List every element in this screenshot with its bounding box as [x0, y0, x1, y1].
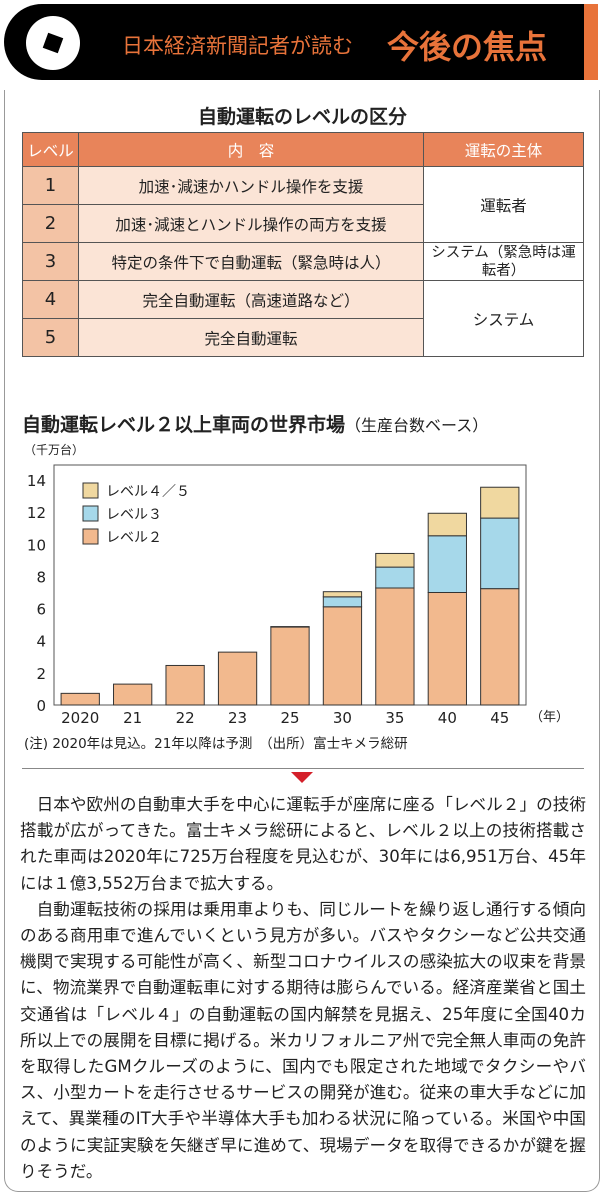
bar-レベル２: [60, 692, 100, 706]
legend-swatch: [82, 505, 99, 522]
down-triangle-icon: [291, 772, 313, 783]
bar-レベル４／５: [427, 512, 467, 537]
bar-レベル２: [322, 606, 363, 706]
header-content: 内 容: [78, 132, 424, 167]
x-tick-label: 30: [333, 709, 352, 727]
content-cell: 完全自動運転: [78, 318, 424, 357]
bar-レベル４／５: [375, 552, 415, 568]
level-cell: 4: [22, 280, 79, 319]
y-tick-label: 2: [36, 665, 46, 683]
bar-レベル３: [375, 566, 415, 589]
bar-レベル２: [270, 626, 310, 706]
bar-レベル２: [480, 588, 520, 706]
bar-レベル４／５: [480, 486, 520, 519]
y-tick-label: 14: [27, 472, 46, 490]
y-tick-label: 8: [36, 568, 46, 586]
legend-swatch: [82, 482, 99, 499]
table-row: 5 完全自動運転: [22, 318, 584, 357]
chart-note: (注) 2020年は見込。21年以降は予測 （出所）富士キメラ総研: [24, 736, 408, 752]
y-unit-label: （千万台）: [24, 443, 85, 457]
bar-レベル２: [427, 592, 467, 706]
x-tick-label: 22: [176, 709, 195, 727]
y-tick-label: 4: [36, 633, 46, 651]
content-frame: [4, 90, 600, 1192]
subject-cell: 運転者: [423, 166, 584, 243]
article-paragraph: 日本や欧州の自動車大手を中心に運転手が座席に座る「レベル２」の技術搭載が広がって…: [20, 795, 586, 893]
y-tick-label: 6: [36, 601, 46, 619]
content-cell: 加速･減速とハンドル操作の両方を支援: [78, 204, 424, 243]
bar-レベル２: [217, 651, 258, 706]
bar-レベル２: [113, 683, 153, 706]
header-subtitle: 日本経済新聞記者が読む: [122, 34, 353, 58]
bar-レベル４／５: [322, 591, 363, 598]
header-subject: 運転の主体: [423, 132, 584, 167]
x-tick-label: 25: [280, 709, 299, 727]
content-cell: 完全自動運転（高速道路など）: [78, 280, 424, 319]
y-tick-label: 0: [36, 697, 46, 715]
bar-レベル３: [322, 596, 363, 608]
header-title: 今後の焦点: [387, 28, 548, 66]
chart-title: 自動運転レベル２以上車両の世界市場（生産台数ベース）: [22, 410, 488, 437]
x-tick-label: 2020: [61, 709, 99, 727]
divider: [22, 768, 584, 769]
table-row: 3 特定の条件下で自動運転（緊急時は人） システム（緊急時は運転者）: [22, 242, 584, 281]
content-cell: 特定の条件下で自動運転（緊急時は人）: [78, 242, 424, 281]
table-title: 自動運転のレベルの区分: [197, 106, 407, 128]
subject-cell: システム（緊急時は運転者）: [423, 242, 584, 281]
bar-レベル３: [480, 517, 520, 590]
x-tick-label: 23: [228, 709, 247, 727]
y-tick-label: 12: [27, 504, 46, 522]
camera-shutter-icon: [26, 16, 80, 70]
chart-subtitle: （生産台数ベース）: [345, 416, 489, 435]
level-cell: 1: [22, 166, 79, 205]
header-accent-bar: [584, 4, 598, 80]
subject-cell: システム: [423, 280, 584, 357]
stacked-bar-chart: 0 2 4 6 8 10 12 14 2020 21 22 23 25 30 35 40 45 （年） レベル４／５…: [27, 464, 569, 727]
table-header-row: レベル 内 容 運転の主体: [22, 132, 584, 167]
y-tick-label: 10: [27, 536, 46, 554]
level-cell: 2: [22, 204, 79, 243]
level-cell: 5: [22, 318, 79, 357]
bar-レベル２: [165, 664, 205, 706]
legend-swatch: [82, 528, 99, 545]
table-row: 1 加速･減速かハンドル操作を支援 運転者: [22, 166, 584, 243]
header-level: レベル: [22, 132, 79, 167]
x-tick-label: 45: [490, 709, 509, 727]
chart-title-text: 自動運転レベル２以上車両の世界市場: [22, 414, 346, 436]
level-table: レベル 内 容 運転の主体 1 加速･減速かハンドル操作を支援 運転者 2 加速･減速…: [22, 132, 584, 357]
legend-label: レベル３: [106, 507, 162, 523]
level-cell: 3: [22, 242, 79, 281]
article-body: 日本や欧州の自動車大手を中心に運転手が座席に座る「レベル２」の技術搭載が広がって…: [20, 792, 586, 1185]
x-tick-label: 21: [123, 709, 142, 727]
content-cell: 加速･減速かハンドル操作を支援: [78, 166, 424, 205]
table-row: 4 完全自動運転（高速道路など） システム: [22, 280, 584, 357]
legend-label: レベル４／５: [106, 484, 190, 500]
legend-label: レベル２: [106, 530, 162, 546]
x-tick-label: 35: [385, 709, 404, 727]
bar-レベル３: [427, 535, 467, 594]
bar-レベル２: [375, 587, 415, 706]
article-paragraph: 自動運転技術の採用は乗用車よりも、同じルートを繰り返し通行する傾向のある商用車で…: [20, 899, 586, 1181]
x-tick-label: 40: [438, 709, 457, 727]
x-unit-label: （年）: [530, 710, 569, 725]
header-banner: 日本経済新聞記者が読む 今後の焦点: [4, 4, 584, 80]
